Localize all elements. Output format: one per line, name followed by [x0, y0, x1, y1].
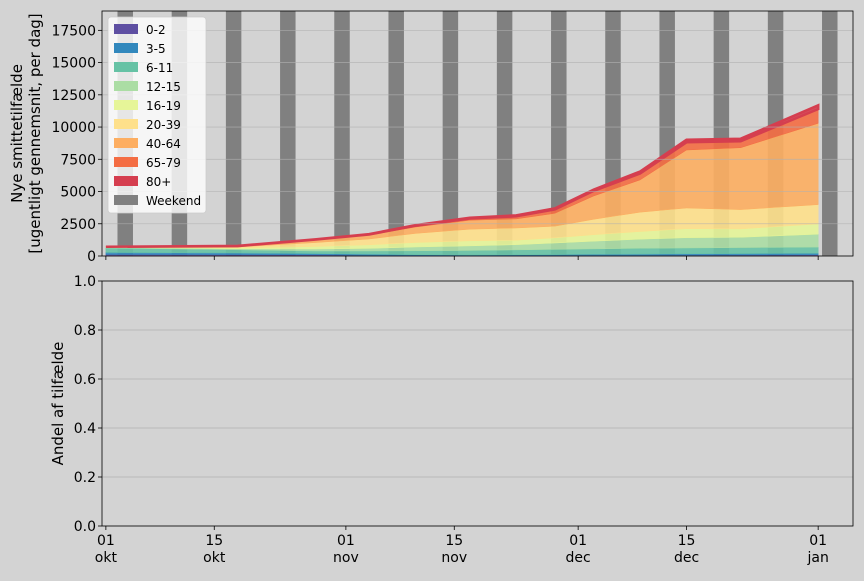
y-tick-label: 17500 [51, 23, 96, 39]
legend-label: 0-2 [146, 23, 166, 37]
weekend-band [551, 11, 567, 256]
legend-swatch [114, 24, 138, 34]
legend-swatch [114, 195, 138, 205]
x-tick-label-day: 01 [97, 533, 115, 549]
y-tick-label: 1.0 [74, 274, 96, 290]
y-tick-label: 0.0 [74, 519, 96, 535]
legend-label: 65-79 [146, 156, 181, 170]
x-tick-label-month: okt [95, 550, 118, 566]
y-tick-label: 5000 [60, 185, 96, 201]
x-tick-label-month: nov [333, 550, 359, 566]
legend-swatch [114, 43, 138, 53]
weekend-band [388, 11, 404, 256]
weekend-band [822, 11, 838, 256]
x-tick-label-month: dec [674, 550, 699, 566]
weekend-band [334, 11, 350, 256]
weekend-band [442, 11, 459, 256]
x-tick-label-day: 15 [445, 533, 463, 549]
legend-swatch [114, 100, 138, 110]
top-plot-frame [101, 10, 854, 257]
x-tick-label-day: 01 [337, 533, 355, 549]
top-y-axis-label: Nye smittetilfælde[ugentligt gennemsnit,… [8, 13, 44, 253]
legend-label: 40-64 [146, 137, 181, 151]
x-tick-label-day: 01 [569, 533, 587, 549]
weekend-band [225, 11, 242, 256]
legend-label: Weekend [146, 194, 201, 208]
y-tick-label: 15000 [51, 56, 96, 72]
x-tick-label-month: nov [441, 550, 467, 566]
x-tick-label-day: 15 [205, 533, 223, 549]
legend-label: 12-15 [146, 80, 181, 94]
weekend-band [280, 11, 296, 256]
x-tick-label-month: dec [566, 550, 591, 566]
legend-swatch [114, 138, 138, 148]
weekend-band [496, 11, 513, 256]
legend-swatch [114, 157, 138, 167]
bottom-plot-background [102, 281, 853, 526]
y-tick-label: 12500 [51, 88, 96, 104]
x-tick-label-month: jan [806, 550, 828, 566]
y-tick-label: 0.8 [74, 323, 96, 339]
legend-label: 6-11 [146, 61, 173, 75]
legend: 0-2 3-5 6-11 12-15 16-19 20-39 40-64 65-79 80+ We… [107, 16, 207, 214]
y-tick-label: 2500 [60, 217, 96, 233]
y-tick-label: 0.6 [74, 372, 96, 388]
legend-swatch [114, 176, 138, 186]
bottom-plot-frame [101, 280, 854, 527]
legend-swatch [114, 81, 138, 91]
y-tick-label: 0.2 [74, 470, 96, 486]
y-axis-label-line: [ugentligt gennemsnit, per dag] [26, 13, 44, 253]
legend-label: 3-5 [146, 42, 166, 56]
x-tick-label-day: 15 [678, 533, 696, 549]
top-plot: 0 2500 5000 7500 10000 12500 15000 17500 Nye smi… [8, 10, 854, 265]
legend-label: 80+ [146, 175, 171, 189]
legend-swatch [114, 119, 138, 129]
y-axis-label-line: Nye smittetilfælde [8, 64, 26, 203]
x-tick-label-day: 01 [809, 533, 827, 549]
bottom-plot: 0.00.20.40.60.81.001okt15okt01nov15nov01… [49, 274, 854, 566]
legend-label: 16-19 [146, 99, 181, 113]
legend-swatch [114, 62, 138, 72]
legend-label: 20-39 [146, 118, 181, 132]
y-tick-label: 0.4 [74, 421, 96, 437]
bottom-y-axis-label: Andel af tilfælde [49, 342, 67, 466]
y-tick-label: 0 [87, 249, 96, 265]
y-tick-label: 10000 [51, 120, 96, 136]
y-tick-label: 7500 [60, 152, 96, 168]
x-tick-label-month: okt [203, 550, 226, 566]
